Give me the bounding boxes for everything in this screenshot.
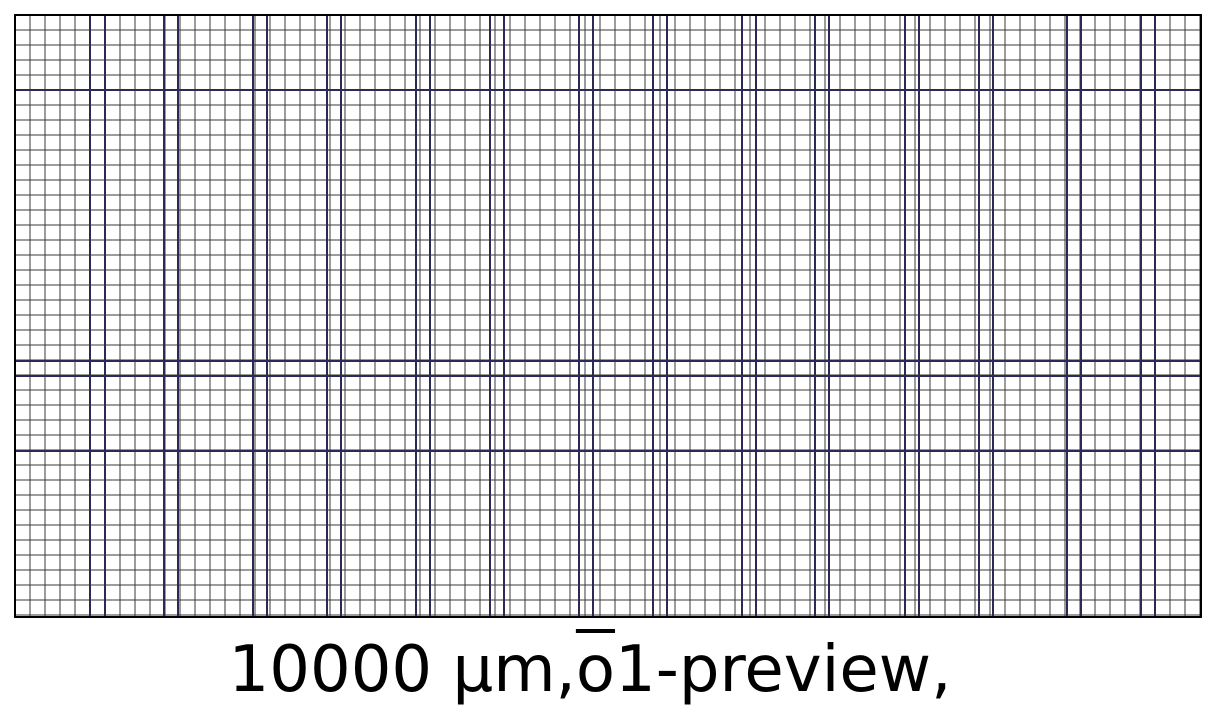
caption-suffix: 1-preview, — [615, 633, 952, 707]
caption-overlined-letter: o — [575, 633, 616, 707]
caption-prefix: 10000 μm, — [228, 633, 576, 707]
grid-frame — [14, 14, 1202, 618]
fine-grid-lines — [15, 15, 1201, 617]
major-grid-lines — [15, 15, 1201, 617]
caption: 10000 μm,o1-preview, — [0, 628, 1180, 712]
